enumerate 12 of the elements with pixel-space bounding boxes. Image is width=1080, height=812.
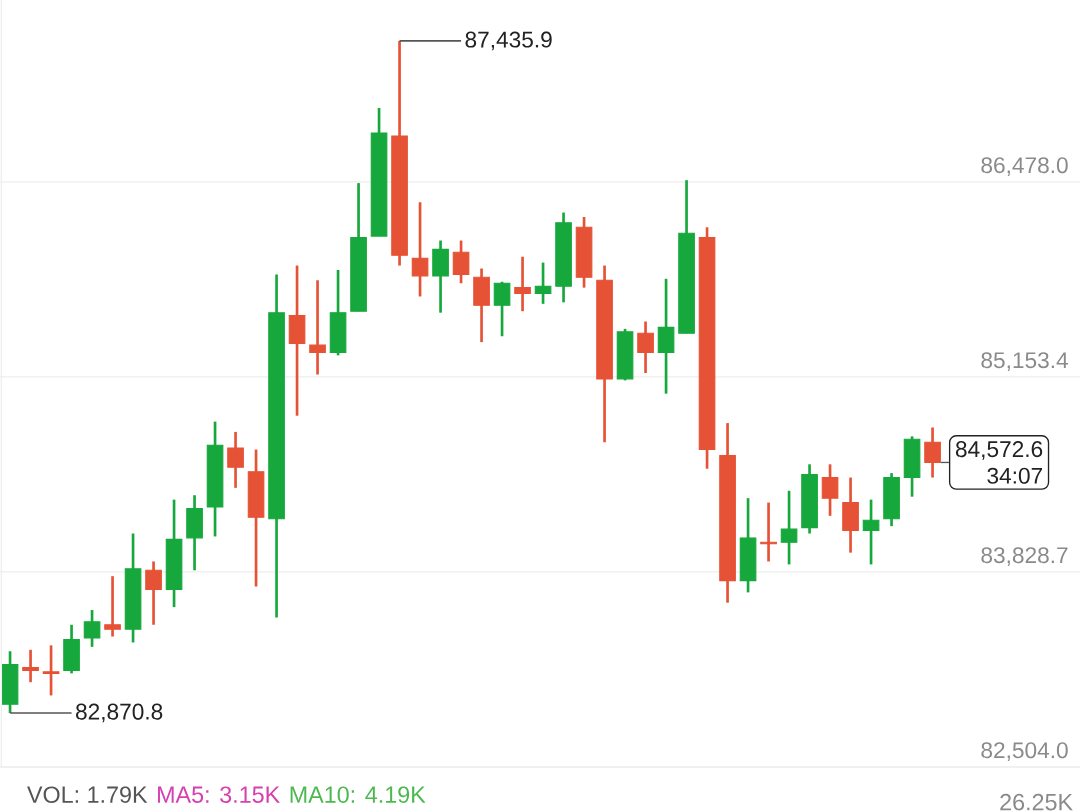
text: 84,572.6 bbox=[955, 441, 1043, 460]
text: MA5: 3.15K bbox=[158, 786, 280, 803]
annotation: 82,870.8 bbox=[76, 703, 163, 723]
text: 26.25K bbox=[1000, 793, 1073, 811]
text: MA10: 4.19K bbox=[290, 786, 426, 803]
annotation: 87,435.9 bbox=[465, 31, 552, 51]
y-tick-label: 86,478.0 bbox=[981, 157, 1068, 176]
text: 34:07 bbox=[987, 467, 1043, 484]
y-tick-label: 83,828.7 bbox=[981, 547, 1068, 566]
y-tick-label: 82,504.0 bbox=[981, 742, 1068, 761]
text: VOL: 1.79K bbox=[27, 786, 148, 803]
y-tick-label: 85,153.4 bbox=[981, 352, 1068, 371]
